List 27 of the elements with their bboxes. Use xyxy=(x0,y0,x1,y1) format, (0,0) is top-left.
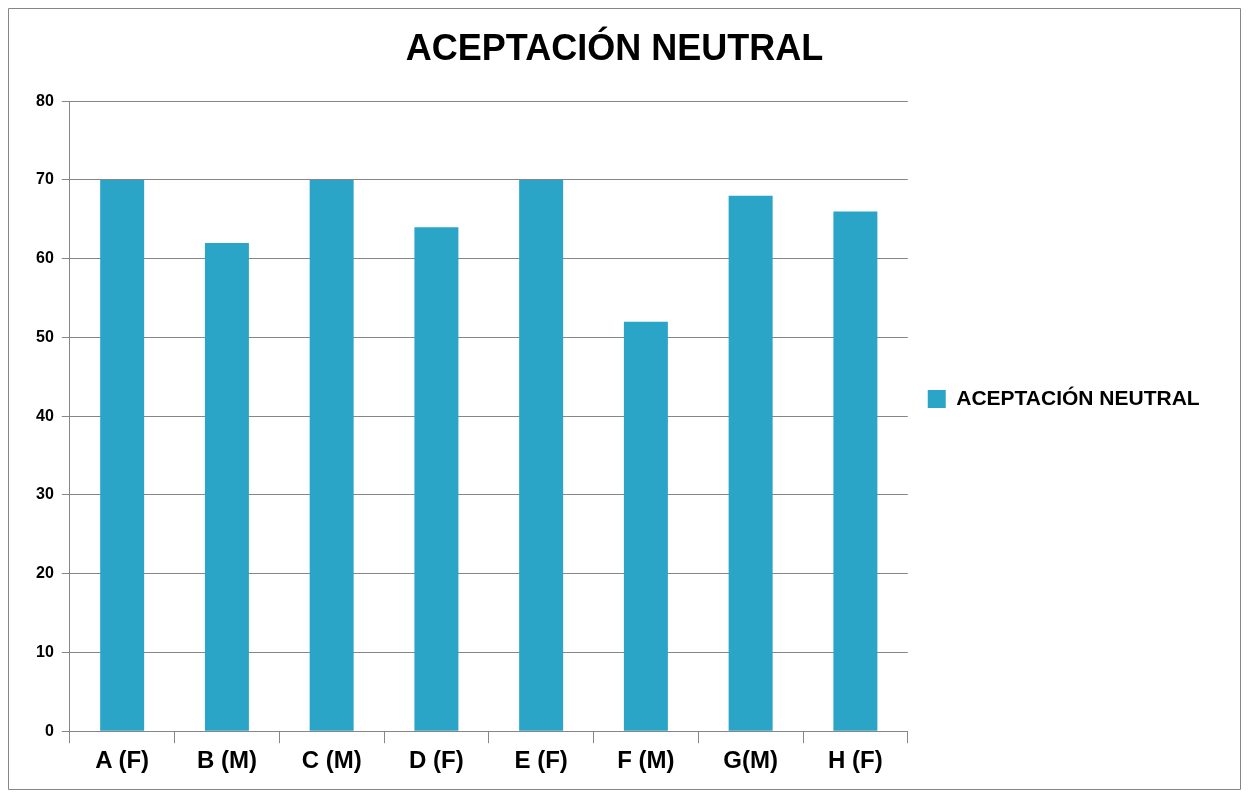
bar xyxy=(519,179,564,731)
x-tick-label: B (M) xyxy=(196,746,257,774)
y-tick-label: 70 xyxy=(36,170,54,188)
x-tick-label: F (M) xyxy=(617,746,675,774)
y-tick-label: 20 xyxy=(36,564,54,582)
x-tick-label: H (F) xyxy=(828,746,883,774)
y-tick-label: 10 xyxy=(36,642,54,660)
chart-title: ACEPTACIÓN NEUTRAL xyxy=(405,25,824,68)
y-tick-label: 0 xyxy=(44,721,54,739)
x-tick-label: C (M) xyxy=(301,746,362,774)
y-tick-label: 30 xyxy=(36,485,54,503)
bar xyxy=(833,211,878,731)
legend-label: ACEPTACIÓN NEUTRAL xyxy=(956,385,1200,409)
x-tick-label: D (F) xyxy=(409,746,464,774)
bar xyxy=(100,179,145,731)
y-tick-label: 80 xyxy=(36,91,54,109)
y-tick-label: 40 xyxy=(36,406,54,424)
x-tick-label: G(M) xyxy=(723,746,778,774)
bar xyxy=(728,195,773,731)
x-tick-label: E (F) xyxy=(514,746,568,774)
bar xyxy=(204,242,249,731)
bar xyxy=(309,179,354,731)
y-tick-label: 60 xyxy=(36,249,54,267)
x-tick-label: A (F) xyxy=(95,746,150,774)
y-tick-label: 50 xyxy=(36,327,54,345)
bar xyxy=(414,227,459,731)
bar xyxy=(623,321,668,731)
